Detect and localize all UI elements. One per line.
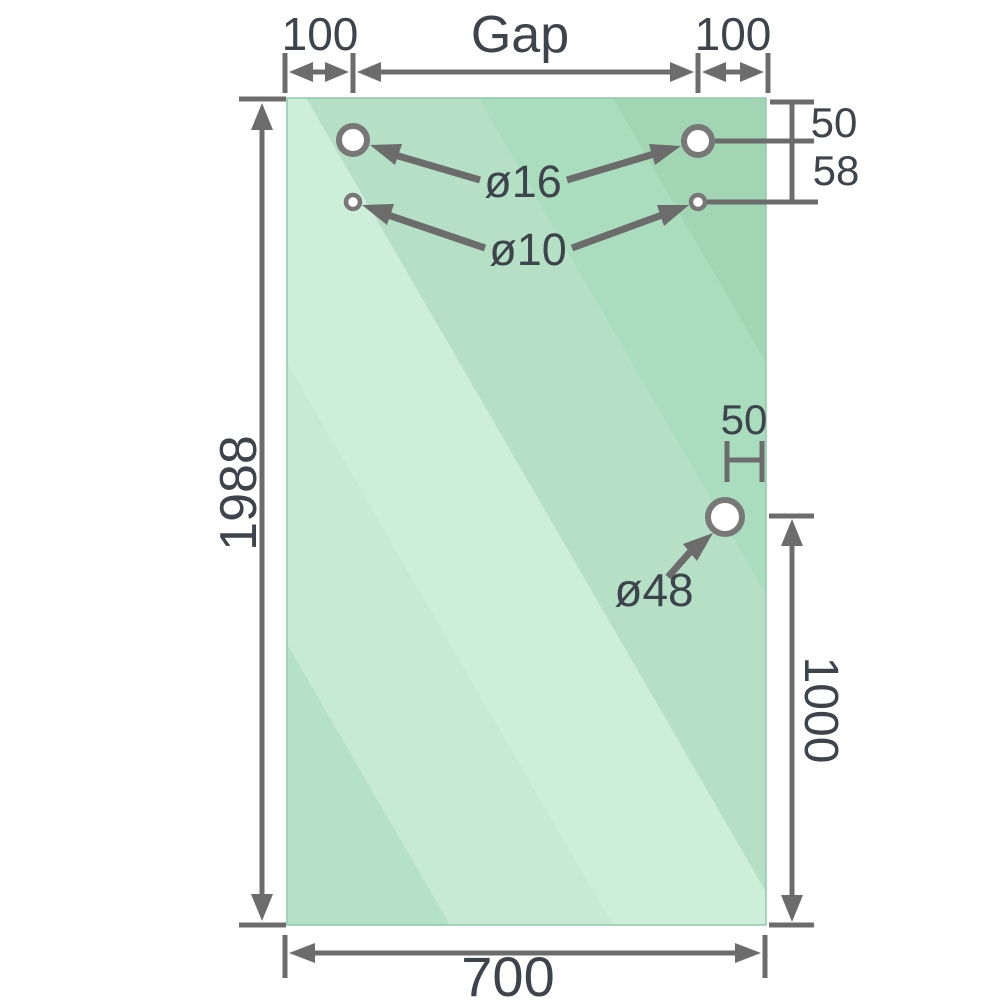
dim-handle-bottom-label: 1000 — [794, 657, 847, 764]
top-dimension-group: 100 Gap 100 — [282, 6, 772, 93]
height-dimension-group: 1988 — [210, 96, 286, 928]
arrowhead-10-left — [362, 204, 394, 225]
arrowhead-gap-right — [670, 62, 694, 82]
arrowhead-100-right-out — [740, 62, 764, 82]
arrowhead-16-right — [649, 144, 681, 165]
glass-panel — [286, 97, 767, 926]
hole-48-label: ø48 — [614, 564, 693, 616]
dim-gap-label: Gap — [471, 6, 569, 64]
arrowhead-100-right-in — [702, 62, 726, 82]
dim-hole-spacing-label: 58 — [813, 147, 860, 194]
leader-16-right-line — [565, 150, 656, 184]
handle-offset-group: 50 — [721, 396, 768, 482]
arrowhead-width-right — [735, 943, 761, 963]
arrowhead-100-left-out — [289, 62, 313, 82]
hole-16-label: ø16 — [484, 156, 562, 207]
hole10-callout-group: ø10 — [362, 204, 689, 275]
leader-48-line — [665, 549, 693, 580]
arrowhead-1000-top — [781, 519, 803, 546]
arrowhead-10-right — [657, 205, 689, 226]
dim-panel-width-label: 700 — [461, 945, 554, 1000]
arrowhead-height-top — [251, 103, 273, 130]
hole-10-right — [688, 192, 708, 212]
dim-handle-edge-label: 50 — [721, 396, 768, 443]
width-dimension-group: 700 — [282, 935, 768, 1000]
arrowhead-gap-left — [357, 62, 381, 82]
hole-16-left — [336, 123, 370, 157]
arrowhead-1000-bottom — [781, 895, 803, 922]
leader-10-right-line — [570, 211, 664, 252]
right-offset-dimension-group: 50 58 — [707, 99, 860, 205]
handle-height-dimension-group: 1000 — [769, 513, 847, 928]
dim-edge-to-hole-label: 50 — [811, 99, 858, 146]
arrowhead-width-left — [289, 943, 315, 963]
hole-16-right — [681, 124, 715, 158]
arrowhead-100-left-in — [325, 62, 349, 82]
hole-48-handle — [705, 497, 745, 537]
arrowhead-16-left — [370, 144, 402, 165]
dim-panel-height-label: 1988 — [210, 435, 268, 551]
hole48-callout-group: ø48 — [614, 533, 713, 616]
arrowhead-height-bottom — [251, 894, 273, 921]
leader-16-left-line — [394, 151, 481, 184]
leader-10-left-line — [386, 211, 487, 252]
dim-top-right-inset-label: 100 — [695, 8, 772, 60]
hole-10-label: ø10 — [489, 224, 567, 275]
hole16-callout-group: ø16 — [370, 144, 681, 207]
dim-top-left-inset-label: 100 — [282, 8, 359, 60]
arrowhead-48 — [683, 533, 713, 561]
hole-10-left — [343, 192, 363, 212]
